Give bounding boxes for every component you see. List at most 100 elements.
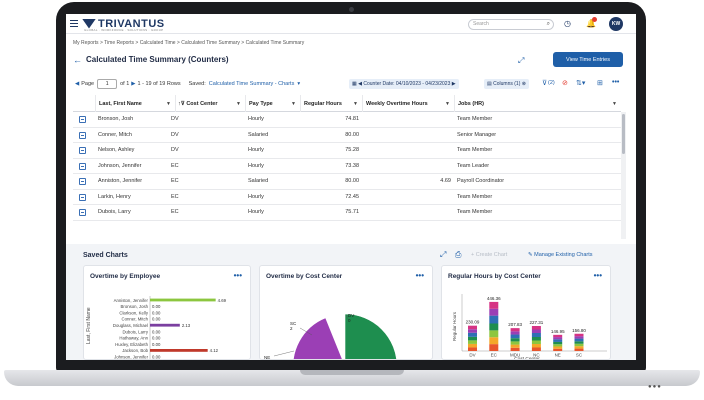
search-input[interactable]: Search ⌕ bbox=[468, 19, 554, 30]
chevron-down-icon[interactable]: ▼ bbox=[612, 100, 617, 107]
app-screen: TRIVANTUS GLOBAL · WORKFORCE · SOLUTIONS… bbox=[66, 14, 636, 360]
counter-date-label: Counter Date: 04/10/2023 - 04/23/2023 bbox=[363, 81, 451, 87]
chevron-down-icon[interactable]: ▼ bbox=[291, 100, 296, 107]
table-row[interactable]: Larkin, Henry EC Hourly 72.45 Team Member bbox=[73, 190, 621, 205]
expand-icon[interactable]: ⤢ bbox=[518, 56, 525, 65]
pager: ◀ Page 1 of 1 ▶ 1 - 19 of 19 Rows Saved:… bbox=[73, 78, 300, 90]
more-options-icon[interactable]: ••• bbox=[415, 271, 424, 280]
page-number-input[interactable]: 1 bbox=[97, 79, 118, 89]
bar-segment bbox=[468, 336, 477, 341]
table-row[interactable]: Bronson, Josh DV Hourly 74.81 Team Member bbox=[73, 112, 621, 128]
table-row[interactable]: Conner, Mitch DV Salaried 80.00 Senior Manag… bbox=[73, 128, 621, 143]
table-cell: 75.71 bbox=[345, 209, 359, 215]
create-chart-button[interactable]: + Create Chart bbox=[471, 252, 507, 258]
tick-label: DV bbox=[469, 353, 475, 358]
chevron-down-icon[interactable]: ▾ bbox=[297, 81, 301, 87]
print-icon[interactable]: ⎙ bbox=[455, 250, 462, 259]
more-options-icon[interactable]: ••• bbox=[612, 79, 620, 86]
chart-card-overtime-cost-center: Overtime by Cost Center ••• DV0SC2NE1.16 bbox=[259, 265, 433, 360]
bar-segment bbox=[489, 315, 499, 324]
table-row[interactable]: Dubois, Larry EC Hourly 75.71 Team Member bbox=[73, 205, 621, 221]
column-label: Cost Center bbox=[186, 100, 218, 107]
counter-date-filter[interactable]: ▦ ◀ Counter Date: 04/10/2023 - 04/23/202… bbox=[349, 79, 459, 89]
tick-label: Jackson, Bob bbox=[122, 348, 148, 353]
table-scrollbar[interactable] bbox=[621, 112, 626, 239]
table-row[interactable]: Johnson, Jennifer EC Hourly 73.38 Team Leade… bbox=[73, 159, 621, 174]
chevron-down-icon[interactable]: ▼ bbox=[353, 100, 358, 107]
edit-icon: ✎ bbox=[528, 252, 535, 258]
column-label: Weekly Overtime Hours bbox=[366, 100, 428, 107]
slice-label: DV bbox=[348, 313, 354, 318]
logo-tagline: GLOBAL · WORKFORCE · SOLUTIONS · GROUP bbox=[84, 28, 164, 32]
search-icon[interactable]: ⌕ bbox=[546, 21, 550, 27]
next-period-icon[interactable]: ▶ bbox=[450, 81, 456, 87]
tick-label: Johnson, Jennifer bbox=[114, 355, 148, 360]
more-options-icon[interactable]: ••• bbox=[233, 271, 242, 280]
bar-segment bbox=[574, 346, 584, 349]
prev-page-icon[interactable]: ◀ bbox=[75, 81, 80, 87]
table-row[interactable]: Nelson, Ashley DV Hourly 75.28 Team Member bbox=[73, 143, 621, 159]
clear-icon[interactable]: ⊗ bbox=[520, 81, 526, 87]
data-label: 227.31 bbox=[530, 320, 544, 325]
manage-charts-button[interactable]: ✎ Manage Existing Charts bbox=[528, 252, 593, 258]
edit-row-icon[interactable] bbox=[79, 178, 86, 185]
edit-row-icon[interactable] bbox=[79, 147, 86, 154]
column-header-overtime[interactable]: Weekly Overtime Hours ▼ bbox=[362, 95, 454, 112]
next-page-icon[interactable]: ▶ bbox=[131, 81, 136, 87]
filter-icon[interactable]: ⊽ bbox=[542, 80, 548, 87]
expand-charts-icon[interactable]: ⤢ bbox=[440, 250, 447, 259]
edit-row-icon[interactable] bbox=[79, 209, 86, 216]
edit-row-icon[interactable] bbox=[79, 193, 86, 201]
table-cell: 80.00 bbox=[345, 131, 359, 138]
bar-segment bbox=[510, 341, 520, 345]
sort-icon[interactable]: ⇅▾ bbox=[576, 80, 586, 87]
data-label: 0.00 bbox=[152, 342, 161, 347]
data-label: 4.12 bbox=[210, 348, 219, 353]
view-time-entries-button[interactable]: View Time Entries bbox=[553, 52, 623, 67]
column-header-jobs[interactable]: Jobs (HR) ▼ bbox=[454, 95, 621, 112]
logo: TRIVANTUS bbox=[82, 18, 165, 30]
clock-icon[interactable]: ◷ bbox=[564, 19, 571, 28]
bar-segment bbox=[468, 347, 477, 351]
calendar-icon: ▦ ◀ bbox=[352, 81, 364, 87]
saved-view-dropdown[interactable]: Calculated Time Summary - Charts bbox=[208, 81, 295, 87]
table-row[interactable]: Anniston, Jennifer EC Salaried 80.00 4.69 Pay… bbox=[73, 174, 621, 190]
grid-settings-icon[interactable]: ⊞ bbox=[597, 80, 603, 87]
bar-segment bbox=[510, 347, 520, 351]
chevron-down-icon[interactable]: ▼ bbox=[166, 100, 171, 107]
table-cell: DV bbox=[171, 116, 179, 122]
data-label: 4.69 bbox=[218, 298, 227, 303]
avatar[interactable]: KW bbox=[609, 17, 623, 31]
more-options-icon[interactable]: ••• bbox=[593, 271, 602, 280]
edit-row-icon[interactable] bbox=[79, 131, 86, 139]
bar-segment bbox=[553, 339, 563, 342]
top-bar: TRIVANTUS GLOBAL · WORKFORCE · SOLUTIONS… bbox=[66, 14, 636, 34]
chevron-down-icon[interactable]: ▼ bbox=[236, 100, 241, 107]
column-header-cost-center[interactable]: ↑⊽ Cost Center ▼ bbox=[175, 95, 245, 112]
scroll-thumb[interactable] bbox=[622, 114, 625, 154]
bar-segment bbox=[574, 343, 584, 347]
menu-icon[interactable] bbox=[70, 18, 78, 28]
columns-filter[interactable]: ▤ Columns (1) ⊗ bbox=[484, 79, 529, 89]
table-cell: Hourly bbox=[248, 162, 264, 169]
column-header-name[interactable]: Last, First Name ▼ bbox=[95, 95, 175, 112]
edit-row-icon[interactable] bbox=[79, 162, 86, 170]
back-arrow-icon[interactable]: ← bbox=[73, 55, 82, 65]
column-header-regular-hours[interactable]: Regular Hours ▼ bbox=[300, 95, 362, 112]
table-cell: DV bbox=[171, 147, 179, 153]
tick-label: MDU bbox=[510, 353, 520, 358]
y-axis-label: Regular Hours bbox=[452, 311, 457, 341]
bar-segment bbox=[531, 340, 541, 344]
edit-row-icon[interactable] bbox=[79, 116, 86, 123]
columns-icon: ▤ bbox=[487, 81, 494, 87]
column-header-pay-type[interactable]: Pay Type ▼ bbox=[245, 95, 300, 112]
table-cell bbox=[365, 159, 451, 174]
chevron-down-icon[interactable]: ▼ bbox=[445, 100, 450, 107]
bar-segment bbox=[489, 308, 499, 316]
breadcrumb[interactable]: My Reports > Time Reports > Calculated T… bbox=[73, 40, 305, 46]
bell-icon[interactable]: 🔔 bbox=[586, 19, 596, 28]
clear-filter-icon[interactable]: ⊘ bbox=[562, 80, 568, 87]
bar-segment bbox=[531, 329, 541, 333]
bar-segment bbox=[489, 344, 499, 351]
table-cell: Team Member bbox=[457, 116, 493, 122]
